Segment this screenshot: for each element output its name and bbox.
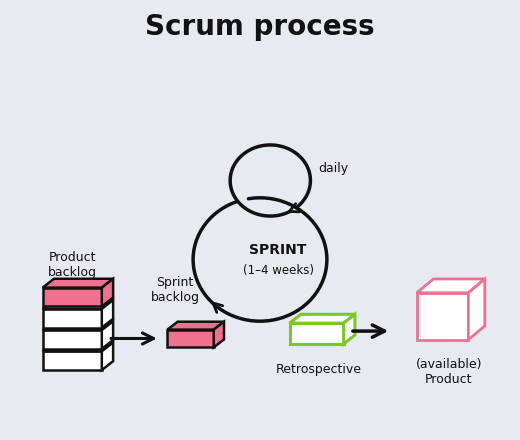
Polygon shape — [290, 323, 344, 344]
Text: Sprint
backlog: Sprint backlog — [151, 276, 200, 304]
Polygon shape — [344, 314, 355, 344]
Polygon shape — [290, 314, 355, 323]
Polygon shape — [417, 293, 469, 340]
Polygon shape — [167, 322, 224, 330]
Polygon shape — [43, 321, 113, 330]
Polygon shape — [43, 300, 113, 309]
Polygon shape — [43, 351, 102, 370]
Text: SPRINT: SPRINT — [249, 242, 307, 257]
Polygon shape — [102, 342, 113, 370]
Polygon shape — [417, 279, 485, 293]
Polygon shape — [43, 309, 102, 328]
Text: (available)
Product: (available) Product — [415, 358, 482, 386]
Polygon shape — [43, 330, 102, 349]
Text: Product
backlog: Product backlog — [48, 251, 97, 279]
Polygon shape — [102, 279, 113, 306]
Text: Scrum process: Scrum process — [145, 14, 375, 41]
Polygon shape — [43, 342, 113, 351]
Polygon shape — [102, 321, 113, 349]
Text: (1–4 weeks): (1–4 weeks) — [242, 264, 314, 277]
Polygon shape — [102, 300, 113, 328]
Polygon shape — [43, 279, 113, 288]
Text: Retrospective: Retrospective — [276, 363, 362, 376]
Polygon shape — [43, 288, 102, 306]
Polygon shape — [469, 279, 485, 340]
Polygon shape — [167, 330, 214, 347]
Polygon shape — [214, 322, 224, 347]
Text: daily: daily — [318, 161, 348, 175]
